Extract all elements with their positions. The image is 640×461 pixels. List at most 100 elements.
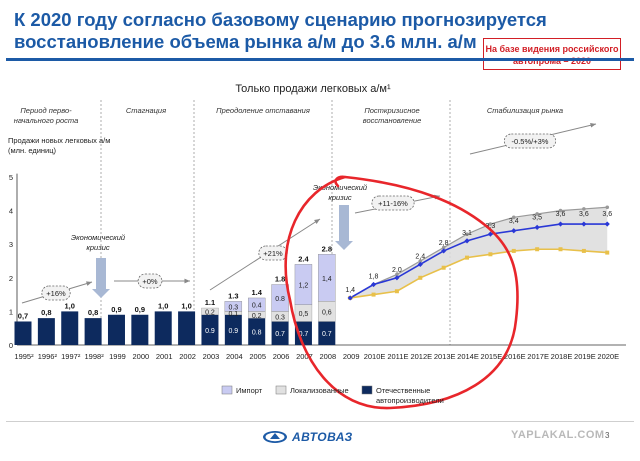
bar-total-label: 1,0 — [65, 301, 75, 310]
x-tick-label: 1999 — [109, 352, 126, 361]
x-tick-label: 2011E — [387, 352, 408, 361]
bar-import-label: 0.3 — [228, 304, 238, 311]
source-badge: На базе видения российского автопрома – … — [483, 38, 621, 70]
forecast-value-label: 2,8 — [439, 240, 449, 247]
trend-arrow-head — [590, 123, 596, 128]
bar-localized-label: 0,6 — [322, 309, 332, 316]
legend-swatch — [221, 385, 233, 395]
y-tick-label: 1 — [9, 307, 13, 316]
forecast-upper-point — [605, 205, 610, 210]
bar-domestic — [318, 321, 336, 345]
forecast-upper-point — [465, 232, 469, 236]
forecast-upper-point — [582, 207, 586, 211]
forecast-value-label: 3,5 — [532, 214, 542, 221]
bar-total-label: 2.4 — [298, 254, 309, 263]
forecast-lower-point — [441, 265, 446, 270]
bar-domestic-label: 0.7 — [275, 331, 285, 338]
bar-import — [224, 301, 243, 312]
red-annotation-circle — [284, 175, 519, 410]
bar-import-label: 0.8 — [275, 296, 285, 303]
bar-total-label: 0,8 — [88, 308, 98, 317]
forecast-value-label: 1,8 — [369, 274, 379, 281]
period-label: Стагнация — [126, 106, 166, 115]
forecast-base-point — [464, 238, 470, 244]
bar-domestic — [224, 314, 242, 345]
bar-import — [247, 297, 266, 312]
forecast-value-label: 3,4 — [509, 218, 519, 225]
x-tick-label: 1998² — [85, 352, 105, 361]
growth-rate-bubble — [41, 285, 71, 301]
x-tick-label: 2012E — [410, 352, 432, 361]
x-tick-label: 2014E — [457, 352, 479, 361]
page-number: 3 — [605, 431, 610, 440]
y-tick-label: 3 — [9, 240, 13, 249]
x-tick-label: 2005 — [249, 352, 266, 361]
x-tick-label: 2013E — [434, 352, 456, 361]
forecast-base-point — [347, 295, 353, 301]
forecast-range-band — [350, 207, 608, 298]
x-tick-label: 2006 — [273, 352, 290, 361]
bar-domestic — [84, 318, 102, 345]
x-tick-label: 2001 — [156, 352, 173, 361]
x-tick-label: 2018E — [551, 352, 573, 361]
x-tick-label: 2010E — [364, 352, 386, 361]
crisis-label: Экономический кризис — [313, 183, 368, 202]
forecast-base-point — [394, 275, 400, 281]
bar-localized-label: 0.2 — [205, 309, 215, 316]
legend-label: Импорт — [236, 386, 263, 395]
forecast-upper-point — [441, 245, 446, 250]
x-tick-label: 2000 — [133, 352, 150, 361]
footer-rule — [6, 421, 634, 422]
forecast-value-label: 3,6 — [602, 211, 612, 218]
bar-domestic-label: 0.9 — [205, 328, 215, 335]
bar-import-label: 1,4 — [322, 276, 332, 283]
x-tick-label: 2017E — [527, 352, 549, 361]
y-tick-label: 5 — [9, 173, 13, 182]
page-title: К 2020 году согласно базовому сценарию п… — [14, 9, 547, 53]
forecast-upper-point — [395, 272, 399, 277]
trend-arrow-head — [184, 278, 190, 284]
bar-import — [294, 264, 313, 305]
bar-total-label: 0,9 — [135, 305, 145, 314]
forecast-upper-point — [488, 222, 493, 226]
forecast-value-label: 3,6 — [556, 211, 566, 218]
forecast-base-line — [349, 223, 608, 299]
forecast-value-label: 3,6 — [579, 211, 589, 218]
x-tick-label: 2007 — [296, 352, 313, 361]
y-tick-label: 2 — [9, 274, 13, 283]
bar-localized-label: 0,5 — [299, 311, 309, 318]
x-tick-label: 2020E — [597, 352, 619, 361]
badge-line-1: На базе видения российского — [485, 44, 619, 54]
bar-total-label: 0,7 — [18, 311, 28, 320]
bar-domestic — [61, 311, 79, 345]
period-label: Период перво-начального роста — [14, 106, 79, 125]
bar-total-label: 1.8 — [275, 275, 285, 284]
forecast-lower-point — [488, 252, 493, 257]
growth-rate-label: +16% — [46, 289, 66, 298]
growth-rate-bubble — [371, 195, 415, 211]
bar-domestic — [248, 318, 266, 345]
forecast-lower-line — [350, 248, 608, 299]
bar-domestic — [178, 311, 196, 345]
forecast-value-label: 3,3 — [486, 223, 496, 230]
watermark: YAPLAKAL.COM — [511, 429, 605, 441]
bar-domestic — [37, 318, 55, 345]
bar-import-label: 1,2 — [299, 283, 309, 290]
bar-domestic — [201, 314, 219, 345]
bar-total-label: 0,9 — [111, 305, 121, 314]
forecast-upper-point — [418, 259, 423, 263]
y-axis-label: Продажи новых легковых а/м — [8, 136, 110, 145]
bar-domestic — [154, 311, 172, 345]
brand-name: АВТОВАЗ — [292, 430, 353, 444]
bar-localized-label: 0.2 — [252, 313, 262, 320]
title-rule — [6, 58, 634, 61]
x-tick-label: 2009 — [343, 352, 360, 361]
forecast-base-point — [604, 221, 610, 227]
trend-arrow-head — [86, 281, 92, 286]
bar-domestic-label: 0.7 — [322, 331, 332, 338]
forecast-lower-point — [511, 248, 516, 253]
forecast-upper-point — [558, 208, 563, 213]
bar-total-label: 1.4 — [251, 288, 262, 297]
forecast-base-point — [581, 221, 587, 227]
